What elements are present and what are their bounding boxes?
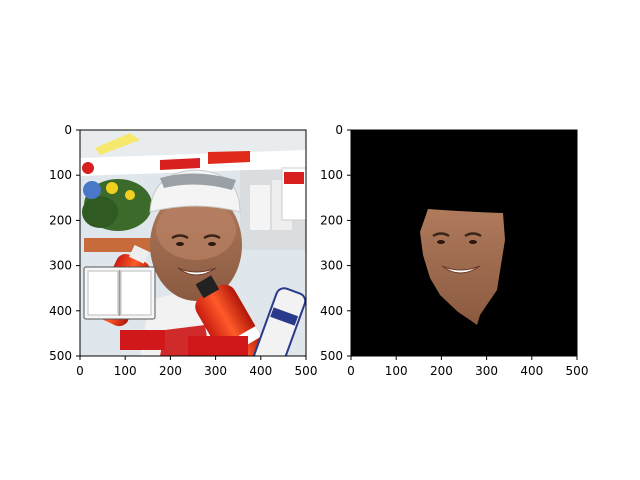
mask-y-tick-label: 200 — [320, 213, 343, 227]
photo-axes-frame — [79, 129, 307, 357]
photo-x-tick-label: 400 — [249, 364, 272, 378]
mask-image — [351, 130, 577, 356]
mask-y-tick-label: 500 — [320, 349, 343, 363]
photo-panel: 0 100 200 300 400 500 0 100 200 300 400 500 — [49, 123, 317, 378]
photo-y-tick-label: 100 — [49, 168, 72, 182]
mask-panel: 0 100 200 300 400 500 0 100 200 300 400 500 — [320, 123, 588, 378]
photo-x-tick-label: 300 — [204, 364, 227, 378]
mask-axes-frame — [350, 129, 578, 357]
mask-x-tick-label: 0 — [347, 364, 355, 378]
photo-y-tick-label: 400 — [49, 304, 72, 318]
photo-x-tick-label: 100 — [114, 364, 137, 378]
mask-y-tick-label: 100 — [320, 168, 343, 182]
mask-x-tick-label: 100 — [385, 364, 408, 378]
photo-x-tick-label: 200 — [159, 364, 182, 378]
mask-axes-ticks: 0 100 200 300 400 500 0 100 200 300 400 500 — [320, 123, 588, 378]
mask-x-tick-label: 300 — [475, 364, 498, 378]
photo-image — [80, 130, 306, 356]
photo-x-tick-label: 500 — [295, 364, 318, 378]
face-region — [420, 209, 505, 325]
photo-y-tick-label: 300 — [49, 259, 72, 273]
mask-x-tick-label: 400 — [520, 364, 543, 378]
mask-y-tick-label: 300 — [320, 259, 343, 273]
photo-x-tick-label: 0 — [76, 364, 84, 378]
mask-y-tick-label: 0 — [335, 123, 343, 137]
mask-x-tick-label: 500 — [566, 364, 589, 378]
photo-axes-ticks: 0 100 200 300 400 500 0 100 200 300 400 500 — [49, 123, 317, 378]
mask-y-tick-label: 400 — [320, 304, 343, 318]
mask-x-tick-label: 200 — [430, 364, 453, 378]
photo-y-tick-label: 200 — [49, 213, 72, 227]
photo-y-tick-label: 0 — [64, 123, 72, 137]
photo-y-tick-label: 500 — [49, 349, 72, 363]
